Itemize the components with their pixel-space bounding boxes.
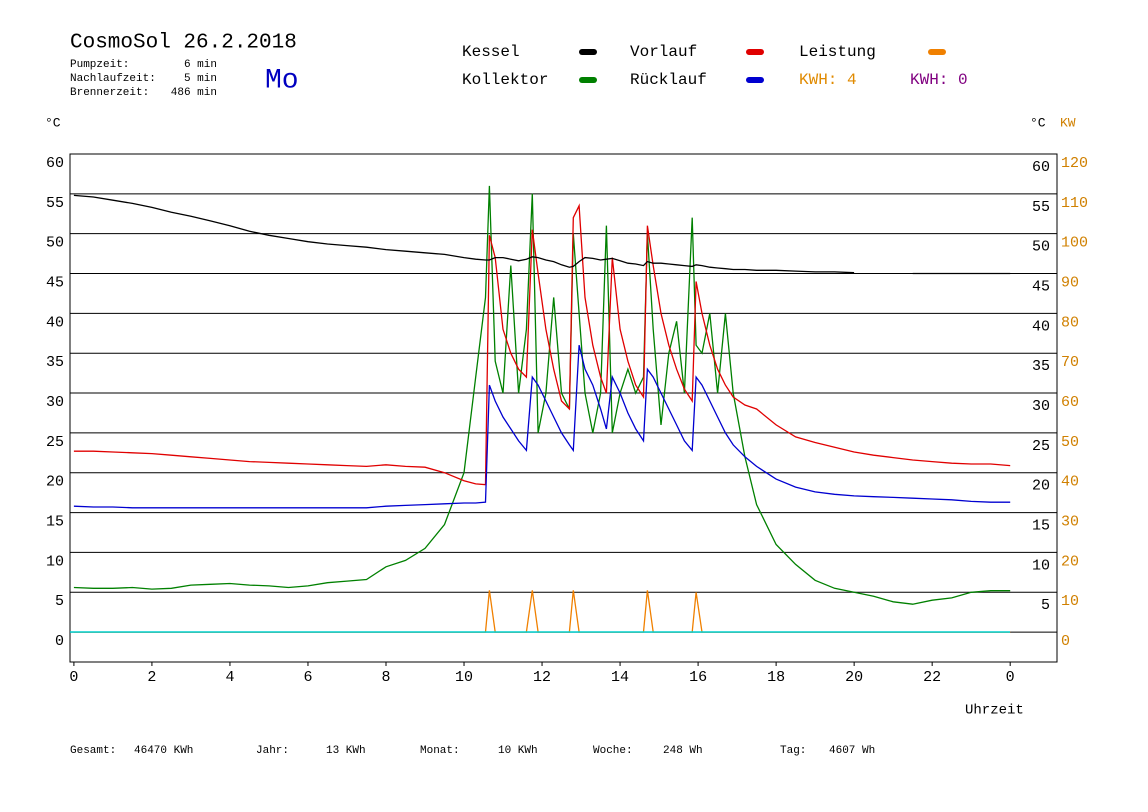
y-tick-label: 25: [46, 434, 64, 451]
y-right-tick-label: 25: [1032, 438, 1050, 455]
series-line: [73, 203, 1011, 486]
y-tick-label: 30: [46, 394, 64, 411]
y2-tick-label: 40: [1061, 474, 1079, 491]
x-tick-label: 12: [533, 669, 551, 686]
y2-tick-label: 120: [1061, 155, 1088, 172]
x-tick-label: 8: [381, 669, 390, 686]
legend-label: Rücklauf: [630, 71, 707, 89]
footer-value: 46470 KWh: [134, 745, 193, 757]
x-tick-label: 2: [147, 669, 156, 686]
x-tick-label: 10: [455, 669, 473, 686]
y-right-tick-label: 10: [1032, 557, 1050, 574]
y-tick-label: 15: [46, 514, 64, 531]
info-label: Pumpzeit:: [70, 59, 129, 71]
y-right-tick-label: 15: [1032, 518, 1050, 535]
footer-value: 248 Wh: [663, 745, 703, 757]
x-tick-label: 0: [69, 669, 78, 686]
x-tick-label: 4: [225, 669, 234, 686]
series-line: [73, 185, 1011, 605]
marks: [70, 153, 1057, 666]
x-tick-label: 0: [1006, 669, 1015, 686]
y2-tick-label: 20: [1061, 553, 1079, 570]
y-tick-label: 50: [46, 235, 64, 252]
y2-tick-label: 10: [1061, 593, 1079, 610]
y-right-tick-label: 20: [1032, 478, 1050, 495]
y2-tick-label: 70: [1061, 354, 1079, 371]
x-axis-label: Uhrzeit: [965, 703, 1024, 719]
series-line: [73, 194, 1011, 275]
kwh-label: KWH: 4: [799, 71, 857, 89]
y-tick-label: 45: [46, 274, 64, 291]
y-axis-label: °C: [45, 115, 61, 130]
y-tick-label: 0: [55, 633, 64, 650]
footer-label: Gesamt:: [70, 745, 116, 757]
y2-tick-label: 60: [1061, 394, 1079, 411]
y2-tick-label: 0: [1061, 633, 1070, 650]
y2-tick-label: 90: [1061, 274, 1079, 291]
footer-label: Jahr:: [256, 745, 289, 757]
y-tick-label: 60: [46, 155, 64, 172]
info-label: Brennerzeit:: [70, 87, 149, 99]
y-right-axis-label: °C: [1030, 115, 1046, 130]
footer-label: Tag:: [780, 745, 806, 757]
y-tick-label: 35: [46, 354, 64, 371]
y-tick-label: 40: [46, 314, 64, 331]
y2-tick-label: 80: [1061, 314, 1079, 331]
series-line: [73, 345, 1011, 509]
y-right-tick-label: 30: [1032, 398, 1050, 415]
plot-frame: [69, 153, 1058, 663]
y-tick-label: 55: [46, 195, 64, 212]
kwh-label: KWH: 0: [910, 71, 968, 89]
y-right-tick-label: 50: [1032, 239, 1050, 256]
y-right-tick-label: 40: [1032, 318, 1050, 335]
legend-label: Leistung: [799, 43, 876, 61]
y2-tick-label: 50: [1061, 434, 1079, 451]
x-tick-label: 20: [845, 669, 863, 686]
weekday: Mo: [265, 65, 299, 96]
info-label: Nachlaufzeit:: [70, 73, 156, 85]
y2-tick-label: 30: [1061, 514, 1079, 531]
y2-tick-label: 100: [1061, 235, 1088, 252]
x-tick-label: 6: [303, 669, 312, 686]
y-tick-label: 5: [55, 593, 64, 610]
footer-label: Monat:: [420, 745, 460, 757]
y-right-tick-label: 55: [1032, 199, 1050, 216]
footer-value: 10 KWh: [498, 745, 538, 757]
x-tick-label: 16: [689, 669, 707, 686]
x-tick-label: 18: [767, 669, 785, 686]
info-value: 5 min: [184, 73, 217, 85]
footer-value: 13 KWh: [326, 745, 366, 757]
series-line: [73, 590, 1011, 633]
info-value: 6 min: [184, 59, 217, 71]
y2-axis-label: KW: [1060, 115, 1076, 130]
y-tick-label: 20: [46, 474, 64, 491]
footer-value: 4607 Wh: [829, 745, 875, 757]
y2-tick-label: 110: [1061, 195, 1088, 212]
y-tick-label: 10: [46, 553, 64, 570]
info-value: 486 min: [171, 87, 217, 99]
chart-title: CosmoSol 26.2.2018: [70, 32, 297, 55]
y-right-tick-label: 45: [1032, 278, 1050, 295]
y-right-tick-label: 5: [1041, 597, 1050, 614]
x-tick-label: 22: [923, 669, 941, 686]
y-right-tick-label: 35: [1032, 358, 1050, 375]
legend-label: Vorlauf: [630, 43, 697, 61]
x-tick-label: 14: [611, 669, 629, 686]
legend-label: Kollektor: [462, 71, 548, 89]
y-right-tick-label: 60: [1032, 159, 1050, 176]
footer-label: Woche:: [593, 745, 633, 757]
legend-label: Kessel: [462, 43, 520, 61]
